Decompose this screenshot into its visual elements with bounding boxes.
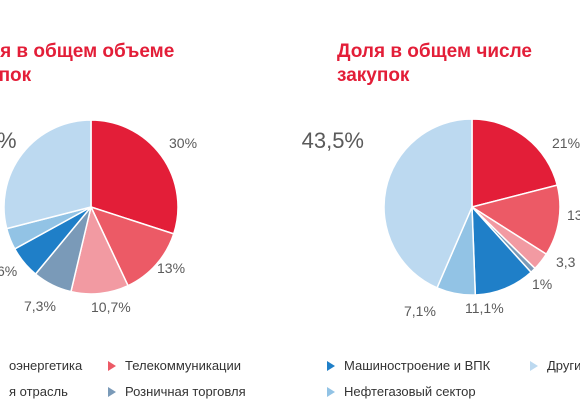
chart-title-count: Доля в общем числе закупок (337, 41, 532, 86)
pie-count-data-label: 11,1% (465, 300, 504, 316)
legend-item-machinery: Машиностроение и ВПК (327, 358, 490, 373)
legend-label: Други (547, 358, 580, 373)
legend-label: оэнергетика (9, 358, 83, 373)
legend-marker-icon (530, 360, 538, 371)
legend-marker-icon (327, 386, 335, 397)
legend-marker-icon (108, 360, 116, 371)
legend-marker-icon (108, 386, 116, 397)
pie-chart-volume: 30% 13% 10,7% 7,3% 6%% (0, 119, 197, 315)
pie-volume-data-label: 7,3% (24, 298, 56, 314)
pie-count-data-label: 7,1% (404, 303, 436, 319)
legend-item-telecom: Телекоммуникации (108, 358, 241, 373)
legend-item-other: Други (530, 358, 580, 373)
chart-title-volume: ля в общем объеме упок (0, 41, 175, 86)
pie-count-data-label: 3,3 (556, 254, 576, 270)
pie-volume-slice (89, 205, 175, 287)
legend-label: Розничная торговля (125, 384, 246, 399)
legend-label: Машиностроение и ВПК (344, 358, 491, 373)
legend-item-energy: оэнергетика (0, 358, 82, 373)
pie-volume-slice (3, 119, 92, 230)
pie-volume-data-label: 30% (169, 135, 197, 151)
pie-count-data-label: 13 (567, 207, 580, 223)
pie-volume-data-label: 13% (157, 260, 185, 276)
legend-item-retail: Розничная торговля (108, 384, 246, 399)
legend-marker-icon (327, 360, 335, 371)
legend-item-oilgas: Нефтегазовый сектор (327, 384, 476, 399)
pie-count-data-label: 43,5% (302, 128, 364, 153)
pie-count-data-label: 1% (532, 276, 552, 292)
pie-count-slice (383, 118, 473, 289)
pie-volume-slice (90, 119, 179, 235)
legend-label: Нефтегазовый сектор (344, 384, 476, 399)
pie-volume-data-label: 10,7% (91, 299, 131, 315)
legend-label: я отрасль (9, 384, 68, 399)
pie-count-slice (470, 184, 561, 256)
legend-label: Телекоммуникации (125, 358, 242, 373)
pie-volume-data-label: % (0, 128, 17, 153)
pie-count-slice (471, 118, 559, 208)
pie-volume-data-label: 6% (0, 263, 17, 279)
legend-item-industry: я отрасль (0, 384, 68, 399)
pie-count-data-label: 21% (552, 135, 580, 151)
pie-chart-count: 21% 13 3,31% 11,1% 7,1% 43,5% (302, 118, 580, 319)
